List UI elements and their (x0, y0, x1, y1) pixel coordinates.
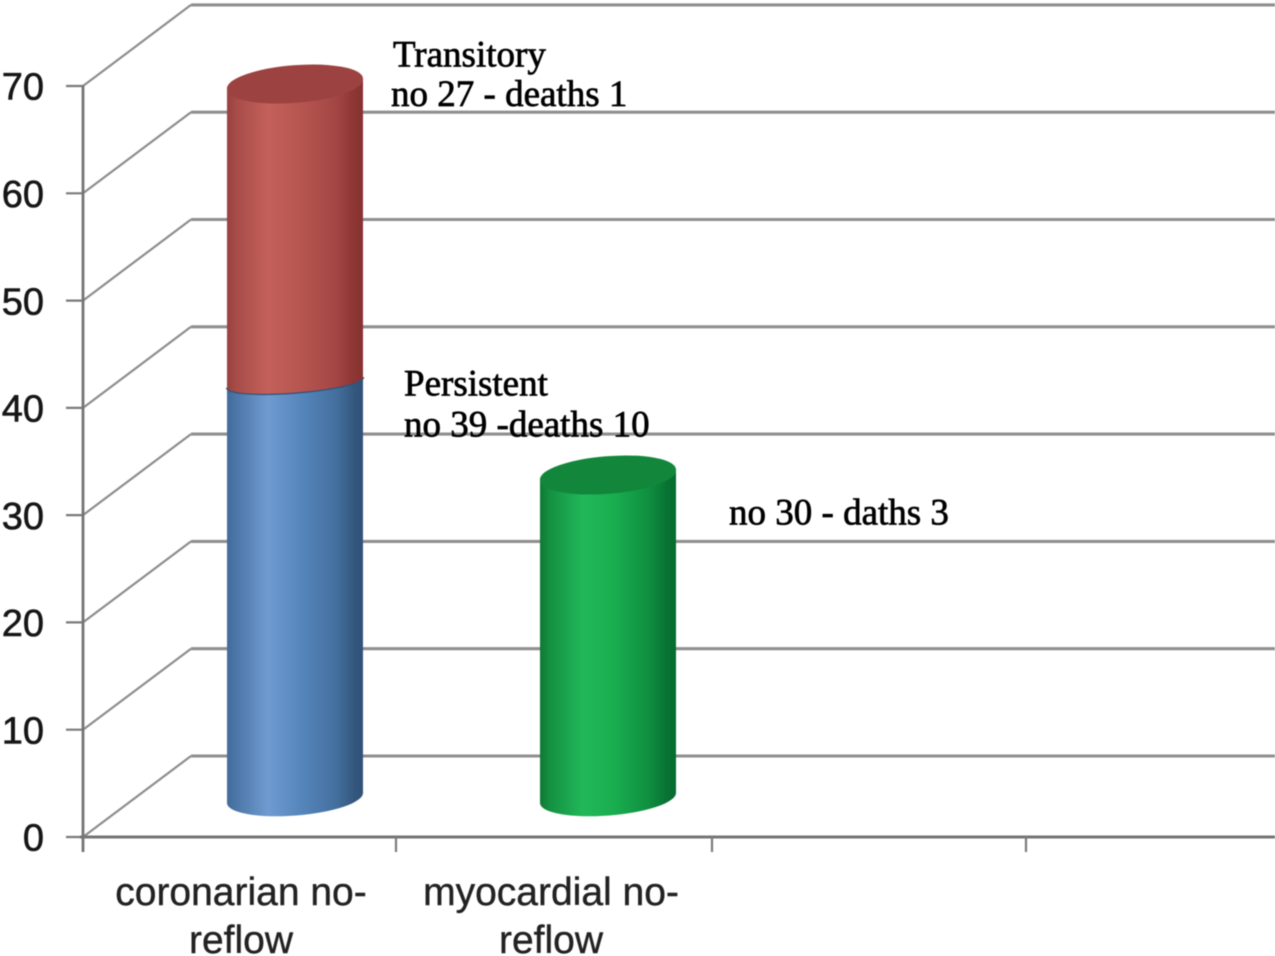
svg-text:myocardial no-: myocardial no- (423, 871, 679, 914)
svg-text:40: 40 (2, 389, 44, 431)
svg-text:no 39 -deaths 10: no 39 -deaths 10 (404, 405, 650, 446)
svg-text:60: 60 (2, 174, 44, 216)
svg-text:no 30 - daths 3: no 30 - daths 3 (729, 493, 949, 534)
svg-text:20: 20 (2, 603, 44, 645)
svg-text:30: 30 (2, 496, 44, 538)
svg-text:0: 0 (23, 818, 44, 860)
svg-text:reflow: reflow (499, 919, 604, 956)
svg-text:Persistent: Persistent (404, 364, 549, 405)
svg-text:no 27 - deaths 1: no 27 - deaths 1 (391, 74, 627, 115)
svg-text:reflow: reflow (189, 919, 294, 956)
svg-text:Transitory: Transitory (393, 35, 546, 76)
svg-text:coronarian no-: coronarian no- (115, 871, 366, 914)
svg-text:70: 70 (2, 67, 44, 109)
svg-text:50: 50 (2, 281, 44, 323)
svg-text:10: 10 (2, 710, 44, 752)
